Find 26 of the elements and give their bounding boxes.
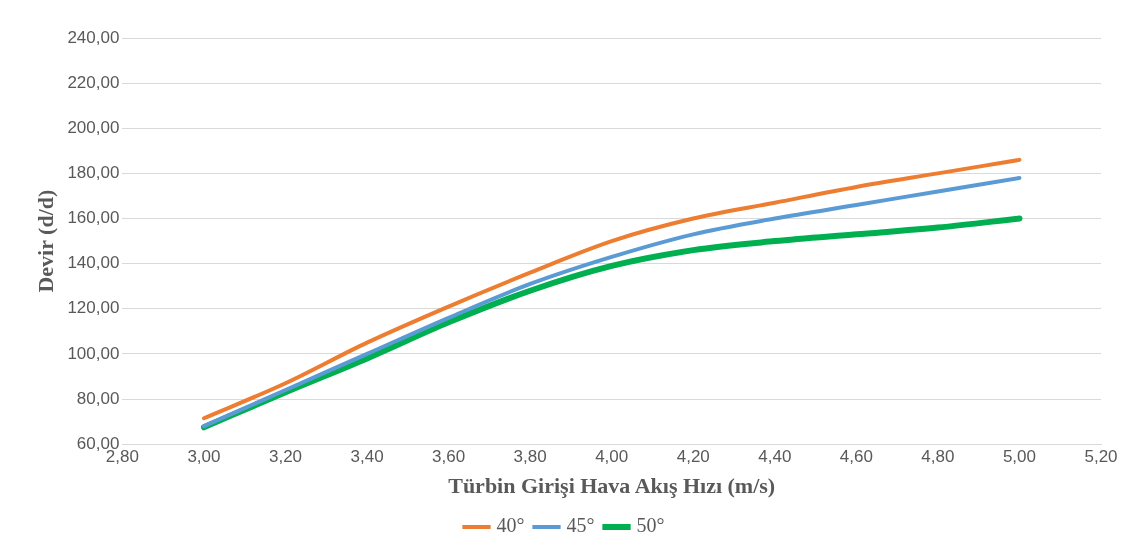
x-tick-label: 4,00 [595,447,629,467]
legend-label: 40° [496,514,525,537]
x-tick-label: 5,20 [1084,447,1118,467]
x-tick-label: 3,80 [513,447,547,467]
x-tick-label: 5,00 [1002,447,1036,467]
y-tick-label: 180,00 [67,163,120,183]
x-tick-label: 3,60 [432,447,466,467]
y-tick-label: 140,00 [67,253,120,273]
legend-label: 50° [636,514,665,537]
x-tick-label: 4,20 [676,447,710,467]
x-tick-label: 3,40 [350,447,384,467]
y-axis-title: Devir (d/d) [32,189,58,293]
x-tick-label: 3,00 [187,447,221,467]
x-tick-label: 3,20 [268,447,303,467]
legend-label: 45° [566,514,595,537]
y-tick-label: 120,00 [67,298,120,318]
x-tick-label: 4,60 [839,447,873,467]
y-tick-label: 160,00 [67,208,120,228]
y-tick-label: 240,00 [67,27,120,47]
x-tick-label: 4,40 [758,447,792,467]
y-tick-label: 200,00 [67,117,120,137]
x-tick-label: 4,80 [921,447,955,467]
x-axis-title: Türbin Girişi Hava Akış Hızı (m/s) [448,473,776,499]
y-tick-label: 80,00 [76,388,120,408]
y-tick-label: 100,00 [67,343,120,363]
y-tick-label: 220,00 [67,72,120,92]
